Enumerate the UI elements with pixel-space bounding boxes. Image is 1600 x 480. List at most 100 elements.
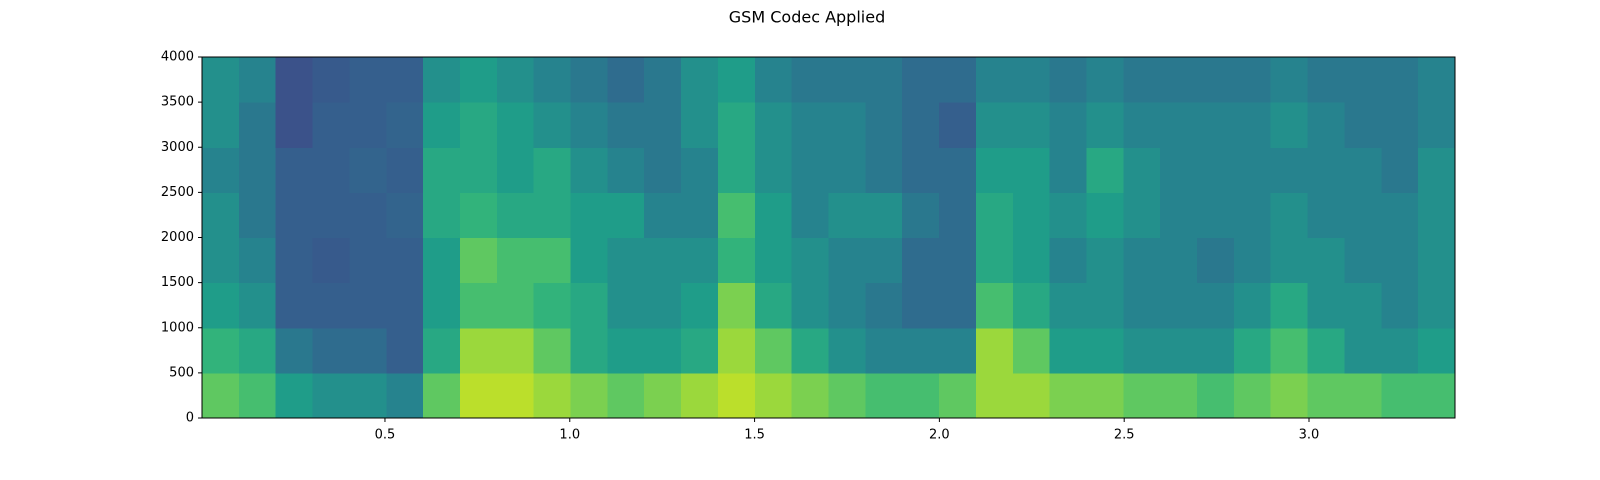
spectrogram-cell bbox=[533, 237, 572, 284]
spectrogram-cell bbox=[717, 57, 756, 103]
y-tick-label: 0 bbox=[186, 411, 194, 426]
spectrogram-cell bbox=[939, 192, 977, 239]
spectrogram-cell bbox=[202, 327, 240, 374]
spectrogram-cell bbox=[1012, 147, 1051, 193]
spectrogram-cell bbox=[386, 192, 424, 239]
spectrogram-cell bbox=[570, 57, 608, 103]
spectrogram-cell bbox=[644, 57, 682, 103]
spectrogram-cell bbox=[1418, 327, 1456, 374]
spectrogram-cell bbox=[533, 327, 572, 374]
spectrogram-cell bbox=[1049, 372, 1088, 419]
x-tick-label: 1.5 bbox=[744, 428, 765, 443]
spectrogram-cell bbox=[754, 372, 793, 419]
spectrogram-cell bbox=[275, 372, 314, 419]
spectrogram-cell bbox=[828, 57, 866, 103]
spectrogram-cell bbox=[791, 57, 830, 103]
spectrogram-cell bbox=[1270, 102, 1309, 148]
spectrogram-cell bbox=[312, 372, 351, 419]
spectrogram-cell bbox=[1049, 102, 1088, 148]
spectrogram-cell bbox=[681, 327, 719, 374]
spectrogram-cell bbox=[1160, 192, 1198, 239]
spectrogram-cell bbox=[1233, 147, 1272, 193]
spectrogram-cell bbox=[1233, 327, 1272, 374]
spectrogram-cell bbox=[975, 57, 1014, 103]
spectrogram-cell bbox=[1012, 192, 1051, 239]
spectrogram-cell bbox=[717, 192, 756, 239]
spectrogram-cell bbox=[1086, 57, 1124, 103]
spectrogram-cell bbox=[975, 147, 1014, 193]
spectrogram-cell bbox=[1307, 327, 1346, 374]
y-tick-label: 3500 bbox=[161, 95, 194, 110]
spectrogram-cell bbox=[902, 237, 940, 284]
spectrogram-cell bbox=[1418, 282, 1456, 329]
spectrogram-cell bbox=[644, 102, 682, 148]
spectrogram-cell bbox=[533, 372, 572, 419]
spectrogram-cell bbox=[1381, 147, 1419, 193]
spectrogram-cell bbox=[754, 237, 793, 284]
spectrogram-cell bbox=[828, 282, 866, 329]
spectrogram-cell bbox=[1418, 102, 1456, 148]
spectrogram-cell bbox=[717, 237, 756, 284]
spectrogram-cell bbox=[1233, 237, 1272, 284]
spectrogram-cell bbox=[238, 102, 277, 148]
spectrogram-cell bbox=[1307, 57, 1346, 103]
spectrogram-cell bbox=[1307, 147, 1346, 193]
spectrogram-cell bbox=[202, 57, 240, 103]
spectrogram-cell bbox=[1270, 327, 1309, 374]
spectrogram-cell bbox=[865, 372, 903, 419]
spectrogram-cell bbox=[644, 192, 682, 239]
spectrogram-cell bbox=[865, 237, 903, 284]
spectrogram-cell bbox=[1307, 282, 1346, 329]
spectrogram-cell bbox=[423, 57, 461, 103]
spectrogram-cell bbox=[202, 372, 240, 419]
spectrogram-cell bbox=[1123, 372, 1161, 419]
spectrogram-cell bbox=[1233, 192, 1272, 239]
spectrogram-cell bbox=[496, 372, 535, 419]
spectrogram-cell bbox=[975, 237, 1014, 284]
spectrogram-cell bbox=[754, 102, 793, 148]
spectrogram-cell bbox=[202, 147, 240, 193]
spectrogram-cell bbox=[975, 327, 1014, 374]
spectrogram-cell bbox=[1233, 57, 1272, 103]
spectrogram-cell bbox=[754, 147, 793, 193]
spectrogram-cell bbox=[1123, 237, 1161, 284]
spectrogram-cell bbox=[496, 147, 535, 193]
spectrogram-cell bbox=[791, 192, 830, 239]
spectrogram-cell bbox=[902, 192, 940, 239]
spectrogram-cell bbox=[533, 192, 572, 239]
spectrogram-cell bbox=[681, 372, 719, 419]
spectrogram-cell bbox=[1086, 147, 1124, 193]
spectrogram-cell bbox=[1270, 237, 1309, 284]
spectrogram-cell bbox=[681, 147, 719, 193]
spectrogram-cell bbox=[459, 147, 498, 193]
spectrogram-cell bbox=[238, 327, 277, 374]
spectrogram-cell bbox=[1381, 327, 1419, 374]
spectrogram-cell bbox=[312, 327, 351, 374]
spectrogram-cell bbox=[1012, 102, 1051, 148]
spectrogram-cell bbox=[828, 372, 866, 419]
spectrogram-cell bbox=[902, 102, 940, 148]
spectrogram-cell bbox=[202, 192, 240, 239]
y-tick-label: 500 bbox=[169, 365, 194, 380]
spectrogram-cell bbox=[423, 237, 461, 284]
spectrogram-cell bbox=[1381, 192, 1419, 239]
spectrogram-cell bbox=[1123, 282, 1161, 329]
spectrogram-cell bbox=[1049, 147, 1088, 193]
spectrogram-cell bbox=[1344, 102, 1382, 148]
spectrogram-cell bbox=[1123, 102, 1161, 148]
spectrogram-cell bbox=[1381, 57, 1419, 103]
spectrogram-cell bbox=[533, 147, 572, 193]
spectrogram-cell bbox=[496, 102, 535, 148]
spectrogram-cell bbox=[1344, 372, 1382, 419]
spectrogram-cell bbox=[1086, 102, 1124, 148]
spectrogram-cell bbox=[1160, 147, 1198, 193]
spectrogram-cell bbox=[791, 237, 830, 284]
spectrogram-cell bbox=[202, 282, 240, 329]
x-tick-label: 2.5 bbox=[1114, 428, 1135, 443]
spectrogram-cell bbox=[717, 327, 756, 374]
spectrogram-cell bbox=[202, 102, 240, 148]
spectrogram-cell bbox=[828, 192, 866, 239]
spectrogram-cell bbox=[386, 102, 424, 148]
spectrogram-cell bbox=[238, 192, 277, 239]
spectrogram-cell bbox=[939, 102, 977, 148]
